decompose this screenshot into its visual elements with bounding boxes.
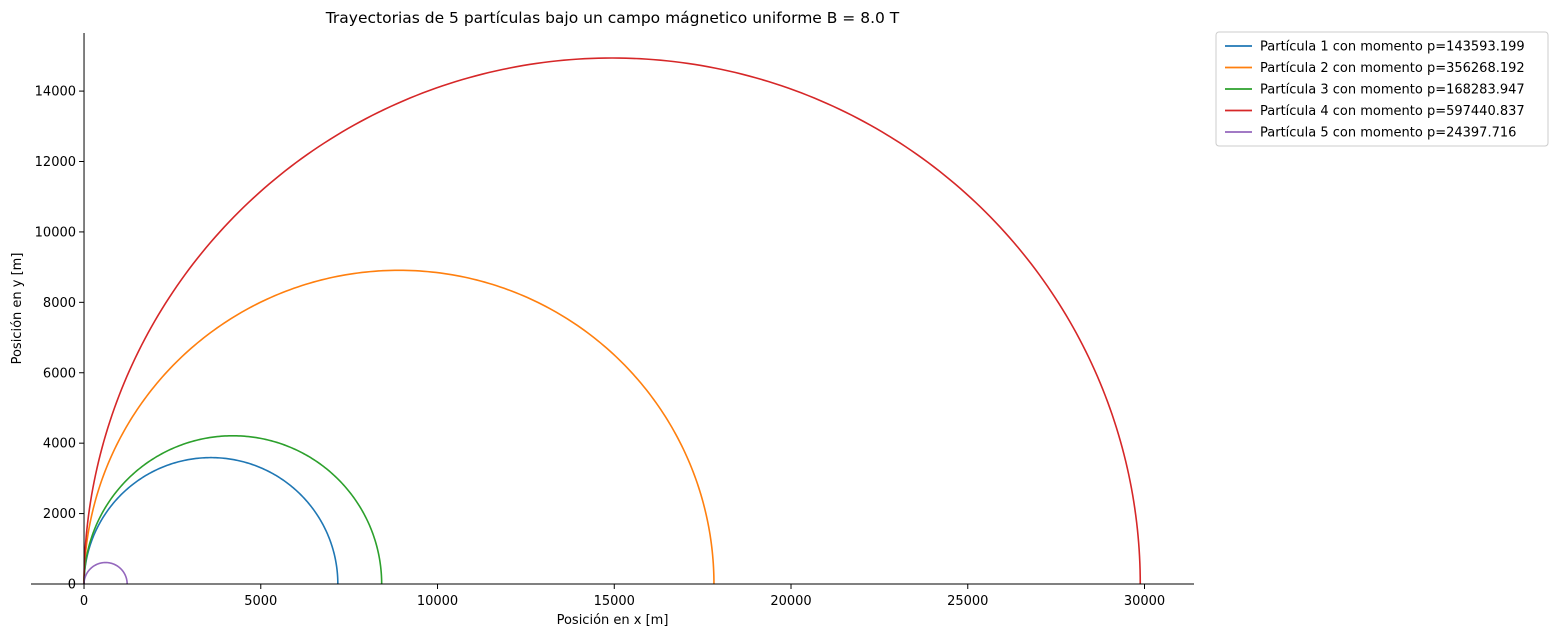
y-tick-label: 10000	[35, 225, 76, 240]
x-ticks: 0 5000 10000 15000 20000 25000 30000	[80, 584, 1165, 609]
x-tick-label: 20000	[770, 594, 811, 609]
y-tick-label: 0	[68, 578, 76, 593]
series-line-particula-1	[83, 456, 339, 585]
y-tick-label: 6000	[43, 366, 76, 381]
x-tick-label: 25000	[947, 594, 988, 609]
legend-entry-label: Partícula 4 con momento p=597440.837	[1260, 104, 1525, 119]
y-tick-label: 4000	[43, 437, 76, 452]
series-line-particula-2	[83, 269, 715, 585]
x-tick-label: 0	[80, 594, 88, 609]
y-tick-label: 2000	[43, 507, 76, 522]
legend-box	[1215, 31, 1549, 147]
x-tick-label: 10000	[417, 594, 458, 609]
legend-entry-label: Partícula 2 con momento p=356268.192	[1260, 61, 1525, 76]
x-tick-label: 5000	[244, 594, 277, 609]
y-axis-label: Posición en y [m]	[10, 253, 25, 365]
legend-items: Partícula 1 con momento p=143593.199 Part…	[1225, 40, 1525, 141]
legend-entry-label: Partícula 1 con momento p=143593.199	[1260, 40, 1525, 55]
y-tick-label: 8000	[43, 296, 76, 311]
chart-title: Trayectorias de 5 partículas bajo un cam…	[325, 9, 900, 27]
x-tick-label: 15000	[594, 594, 635, 609]
series-line-particula-5	[83, 561, 128, 585]
x-axis-label: Posición en x [m]	[557, 613, 669, 628]
y-tick-label: 14000	[35, 85, 76, 100]
legend: Partícula 1 con momento p=143593.199 Part…	[1215, 31, 1549, 147]
y-ticks: 0 2000 4000 6000 8000 10000 12000 14000	[35, 85, 85, 593]
series-line-particula-4	[83, 57, 1142, 585]
legend-entry-label: Partícula 5 con momento p=24397.716	[1260, 126, 1516, 141]
legend-entry-label: Partícula 3 con momento p=168283.947	[1260, 83, 1525, 98]
series-line-particula-3	[83, 434, 383, 585]
y-tick-label: 12000	[35, 155, 76, 170]
x-tick-label: 30000	[1124, 594, 1165, 609]
series-layer	[83, 57, 1142, 585]
